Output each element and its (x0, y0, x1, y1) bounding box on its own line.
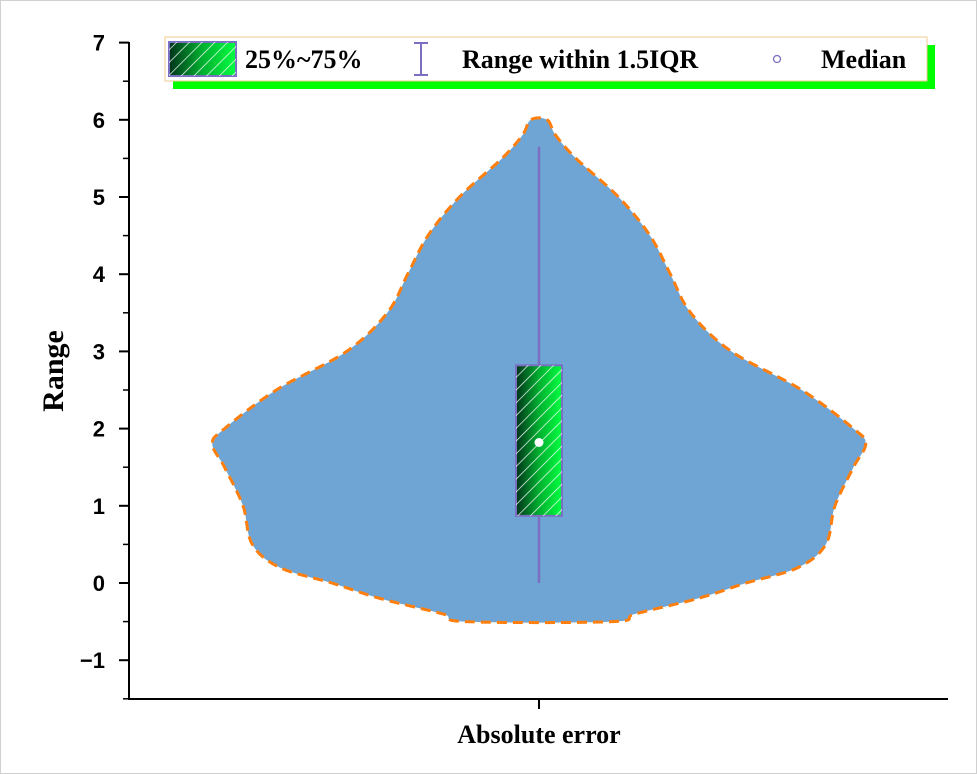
y-tick-label: 4 (93, 262, 106, 287)
x-category-label: Absolute error (457, 720, 620, 749)
legend-median-label: Median (821, 45, 907, 74)
y-axis-title: Range (37, 330, 70, 412)
legend-whisker-icon (414, 42, 428, 76)
y-tick-label: 3 (93, 339, 105, 364)
y-tick-label: 1 (93, 494, 105, 519)
legend-box-swatch (168, 41, 237, 77)
y-tick-label: 5 (93, 185, 105, 210)
legend-box (164, 36, 928, 82)
legend-median-icon (772, 54, 782, 64)
legend: 25%~75% Range within 1.5IQR Median (164, 36, 935, 89)
y-tick-label: −1 (80, 648, 105, 673)
median-marker (534, 437, 544, 447)
y-tick-label: 6 (93, 108, 105, 133)
legend-range-label: Range within 1.5IQR (462, 45, 698, 74)
y-tick-label: 7 (93, 31, 105, 56)
y-tick-label: 2 (93, 417, 105, 442)
y-tick-label: 0 (93, 571, 105, 596)
legend-box-label: 25%~75% (245, 45, 363, 74)
